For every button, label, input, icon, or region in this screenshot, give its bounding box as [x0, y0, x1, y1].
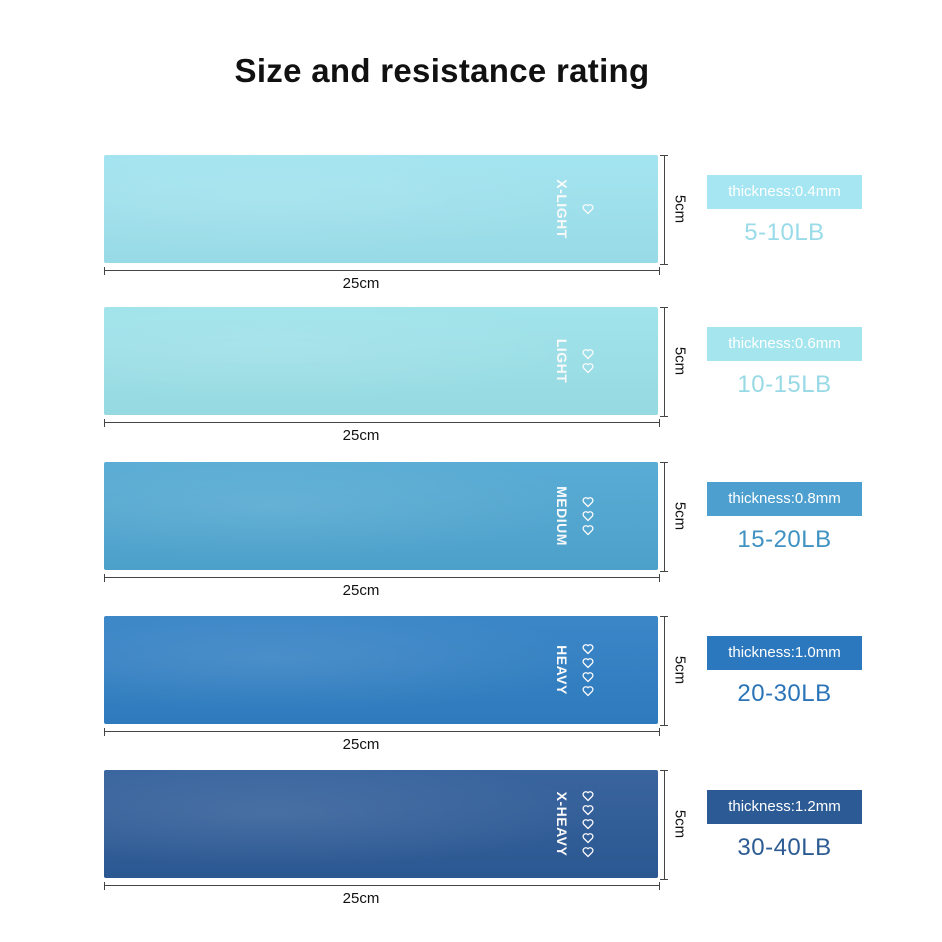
heart-icon — [582, 847, 594, 858]
band-light: LIGHT — [104, 307, 658, 415]
width-dimension-line — [104, 267, 660, 275]
thickness-tag: thickness:0.4mm — [707, 175, 862, 209]
band-row: X-HEAVY 25cm 5cm thickness:1.2mm 30-40LB — [0, 770, 942, 920]
heart-icon — [582, 497, 594, 508]
width-dimension-line — [104, 728, 660, 736]
height-dimension-line — [660, 307, 668, 417]
heart-icon — [582, 511, 594, 522]
band-row: LIGHT 25cm 5cm thickness:0.6mm 10-15LB — [0, 307, 942, 457]
band-heavy: HEAVY — [104, 616, 658, 724]
thickness-tag: thickness:0.8mm — [707, 482, 862, 516]
width-dimension-line — [104, 419, 660, 427]
heart-icon — [582, 644, 594, 655]
heart-icon — [582, 349, 594, 360]
resistance-hearts — [580, 155, 596, 263]
band-row: MEDIUM 25cm 5cm thickness:0.8mm 15-20LB — [0, 462, 942, 612]
band-row: X-LIGHT 25cm 5cm thickness:0.4mm 5-10LB — [0, 155, 942, 305]
band-medium: MEDIUM — [104, 462, 658, 570]
heart-icon — [582, 363, 594, 374]
height-dimension-line — [660, 462, 668, 572]
width-label: 25cm — [342, 427, 380, 444]
resistance-value: 20-30LB — [737, 680, 832, 707]
height-dimension-line — [660, 616, 668, 726]
heart-icon — [582, 805, 594, 816]
heart-icon — [582, 791, 594, 802]
heart-icon — [582, 672, 594, 683]
resistance-hearts — [580, 307, 596, 415]
width-dimension-line — [104, 882, 660, 890]
resistance-value: 15-20LB — [737, 526, 832, 553]
heart-icon — [582, 833, 594, 844]
width-dimension-line — [104, 574, 660, 582]
thickness-tag: thickness:1.0mm — [707, 636, 862, 670]
thickness-tag: thickness:1.2mm — [707, 790, 862, 824]
heart-icon — [582, 686, 594, 697]
height-dimension-line — [660, 155, 668, 265]
band-row: HEAVY 25cm 5cm thickness:1.0mm 20-30LB — [0, 616, 942, 766]
heart-icon — [582, 658, 594, 669]
band-x-light: X-LIGHT — [104, 155, 658, 263]
height-dimension-line — [660, 770, 668, 880]
page-title: Size and resistance rating — [234, 52, 650, 89]
thickness-tag: thickness:0.6mm — [707, 327, 862, 361]
heart-icon — [582, 819, 594, 830]
resistance-value: 10-15LB — [737, 371, 832, 398]
width-label: 25cm — [342, 736, 380, 753]
width-label: 25cm — [342, 582, 380, 599]
resistance-hearts — [580, 616, 596, 724]
resistance-value: 5-10LB — [744, 219, 825, 246]
band-x-heavy: X-HEAVY — [104, 770, 658, 878]
resistance-hearts — [580, 462, 596, 570]
heart-icon — [582, 204, 594, 215]
resistance-value: 30-40LB — [737, 834, 832, 861]
width-label: 25cm — [342, 275, 380, 292]
width-label: 25cm — [342, 890, 380, 907]
resistance-hearts — [580, 770, 596, 878]
heart-icon — [582, 525, 594, 536]
